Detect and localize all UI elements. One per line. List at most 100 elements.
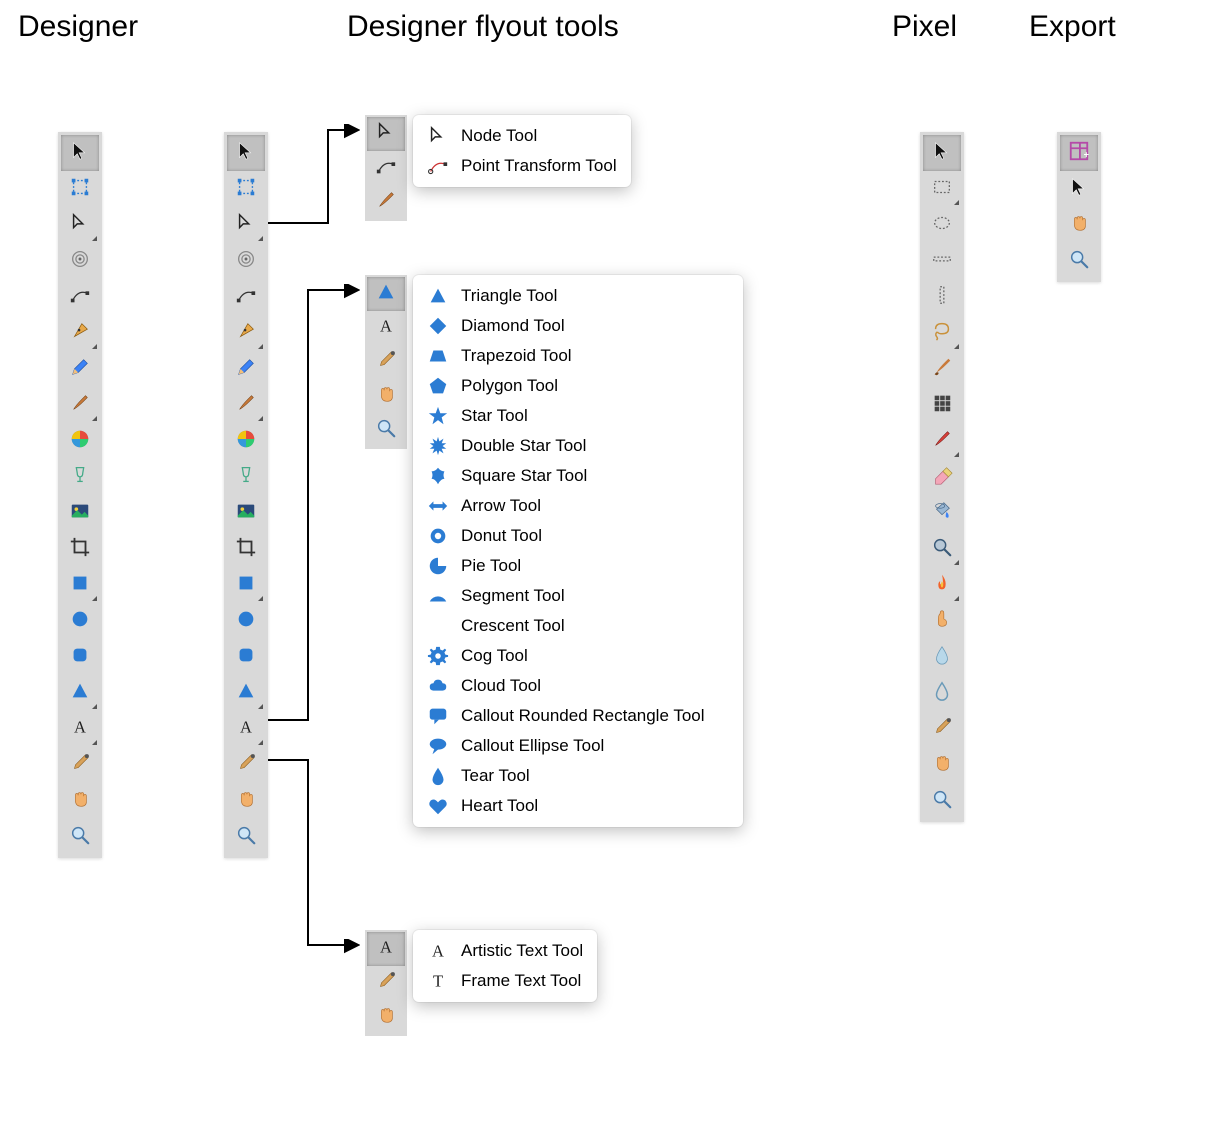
flyout-indicator-icon bbox=[92, 596, 97, 601]
flyout-item-puffy-star[interactable]: Square Star Tool bbox=[421, 461, 735, 491]
ellipse-tool[interactable] bbox=[227, 603, 265, 639]
view-tool-hand-pixel[interactable] bbox=[923, 747, 961, 783]
eyedropper-mini[interactable] bbox=[367, 966, 405, 1000]
pen-tool[interactable] bbox=[61, 315, 99, 351]
flyout-item-text-T[interactable]: TFrame Text Tool bbox=[421, 966, 589, 996]
node-tool[interactable] bbox=[61, 207, 99, 243]
node-cursor-mini[interactable] bbox=[367, 117, 405, 151]
text-A-mini[interactable]: A bbox=[367, 932, 405, 966]
flyout-item-node-cursor[interactable]: Node Tool bbox=[421, 121, 623, 151]
rounded-rectangle-tool[interactable] bbox=[227, 639, 265, 675]
flyout-item-triangle[interactable]: Triangle Tool bbox=[421, 281, 735, 311]
flyout-item-heart[interactable]: Heart Tool bbox=[421, 791, 735, 821]
move-tool[interactable] bbox=[61, 135, 99, 171]
triangle-tool[interactable] bbox=[61, 675, 99, 711]
row-marquee-tool[interactable] bbox=[923, 243, 961, 279]
color-picker-tool-pixel[interactable] bbox=[923, 711, 961, 747]
rectangle-tool[interactable] bbox=[227, 567, 265, 603]
artboard-tool[interactable] bbox=[227, 171, 265, 207]
point-transform-tool[interactable] bbox=[61, 279, 99, 315]
flyout-item-callout-rect[interactable]: Callout Rounded Rectangle Tool bbox=[421, 701, 735, 731]
hand-mini[interactable] bbox=[367, 379, 405, 413]
place-image-tool[interactable] bbox=[61, 495, 99, 531]
burn-tool[interactable] bbox=[923, 567, 961, 603]
transparency-tool[interactable] bbox=[61, 459, 99, 495]
flyout-item-pie[interactable]: Pie Tool bbox=[421, 551, 735, 581]
flood-fill-tool[interactable] bbox=[923, 495, 961, 531]
erase-brush-tool[interactable] bbox=[923, 459, 961, 495]
triangle-icon bbox=[69, 680, 91, 707]
flyout-item-pentagon[interactable]: Polygon Tool bbox=[421, 371, 735, 401]
pen-tool[interactable] bbox=[227, 315, 265, 351]
zoom-tool[interactable] bbox=[227, 819, 265, 855]
flyout-item-cloud[interactable]: Cloud Tool bbox=[421, 671, 735, 701]
text-A-mini[interactable]: A bbox=[367, 311, 405, 345]
crop-tool[interactable] bbox=[227, 531, 265, 567]
move-tool[interactable] bbox=[227, 135, 265, 171]
place-image-tool[interactable] bbox=[227, 495, 265, 531]
pixel-tool[interactable] bbox=[923, 387, 961, 423]
pencil-tool[interactable] bbox=[227, 351, 265, 387]
flyout-item-tear[interactable]: Tear Tool bbox=[421, 761, 735, 791]
smudge-tool[interactable] bbox=[923, 531, 961, 567]
magnifier-mini[interactable] bbox=[367, 413, 405, 447]
color-picker-tool[interactable] bbox=[61, 747, 99, 783]
point-transform-tool[interactable] bbox=[227, 279, 265, 315]
rectangular-marquee-tool[interactable] bbox=[923, 171, 961, 207]
flyout-item-arrow-lr[interactable]: Arrow Tool bbox=[421, 491, 735, 521]
freehand-selection-tool[interactable] bbox=[923, 315, 961, 351]
flyout-item-starburst[interactable]: Double Star Tool bbox=[421, 431, 735, 461]
column-marquee-tool[interactable] bbox=[923, 279, 961, 315]
artistic-text-tool[interactable]: A bbox=[61, 711, 99, 747]
eyedropper-mini[interactable] bbox=[367, 345, 405, 379]
sharpen-tool[interactable] bbox=[923, 675, 961, 711]
rectangle-tool[interactable] bbox=[61, 567, 99, 603]
hand-mini[interactable] bbox=[367, 1000, 405, 1034]
point-transform-mini[interactable] bbox=[367, 151, 405, 185]
triangle-tool[interactable] bbox=[227, 675, 265, 711]
rounded-rectangle-tool[interactable] bbox=[61, 639, 99, 675]
view-tool-hand-export[interactable] bbox=[1060, 207, 1098, 243]
move-tool[interactable] bbox=[923, 135, 961, 171]
zoom-tool-pixel[interactable] bbox=[923, 783, 961, 819]
vector-brush-tool[interactable] bbox=[61, 387, 99, 423]
clone-tool[interactable] bbox=[923, 603, 961, 639]
slice-tool[interactable]: + bbox=[1060, 135, 1098, 171]
artboard-tool[interactable] bbox=[61, 171, 99, 207]
zoom-tool-export[interactable] bbox=[1060, 243, 1098, 279]
flyout-item-star5[interactable]: Star Tool bbox=[421, 401, 735, 431]
selection-brush-tool[interactable] bbox=[923, 351, 961, 387]
vector-brush-tool[interactable] bbox=[227, 387, 265, 423]
view-tool-hand[interactable] bbox=[227, 783, 265, 819]
flyout-item-point-transform-red[interactable]: Point Transform Tool bbox=[421, 151, 623, 181]
transparency-tool[interactable] bbox=[227, 459, 265, 495]
move-tool-export[interactable] bbox=[1060, 171, 1098, 207]
fill-tool[interactable] bbox=[61, 423, 99, 459]
flyout-item-text-A-serif[interactable]: AArtistic Text Tool bbox=[421, 936, 589, 966]
flyout-item-trapezoid[interactable]: Trapezoid Tool bbox=[421, 341, 735, 371]
svg-text:+: + bbox=[1084, 149, 1089, 159]
flyout-item-donut[interactable]: Donut Tool bbox=[421, 521, 735, 551]
brush-mini[interactable] bbox=[367, 185, 405, 219]
crop-tool[interactable] bbox=[61, 531, 99, 567]
corner-tool[interactable] bbox=[61, 243, 99, 279]
corner-tool[interactable] bbox=[227, 243, 265, 279]
flyout-item-segment[interactable]: Segment Tool bbox=[421, 581, 735, 611]
elliptical-marquee-tool[interactable] bbox=[923, 207, 961, 243]
artistic-text-tool[interactable]: A bbox=[227, 711, 265, 747]
drop-tool[interactable] bbox=[923, 639, 961, 675]
flyout-item-callout-ellipse[interactable]: Callout Ellipse Tool bbox=[421, 731, 735, 761]
view-tool-hand[interactable] bbox=[61, 783, 99, 819]
flyout-item-cog[interactable]: Cog Tool bbox=[421, 641, 735, 671]
zoom-tool[interactable] bbox=[61, 819, 99, 855]
flyout-item-diamond[interactable]: Diamond Tool bbox=[421, 311, 735, 341]
triangle-mini[interactable] bbox=[367, 277, 405, 311]
fill-tool[interactable] bbox=[227, 423, 265, 459]
paint-brush-tool[interactable] bbox=[923, 423, 961, 459]
ellipse-tool[interactable] bbox=[61, 603, 99, 639]
pencil-tool[interactable] bbox=[61, 351, 99, 387]
color-picker-tool[interactable] bbox=[227, 747, 265, 783]
node-tool[interactable] bbox=[227, 207, 265, 243]
flame-icon bbox=[931, 572, 953, 599]
flyout-item-crescent[interactable]: Crescent Tool bbox=[421, 611, 735, 641]
